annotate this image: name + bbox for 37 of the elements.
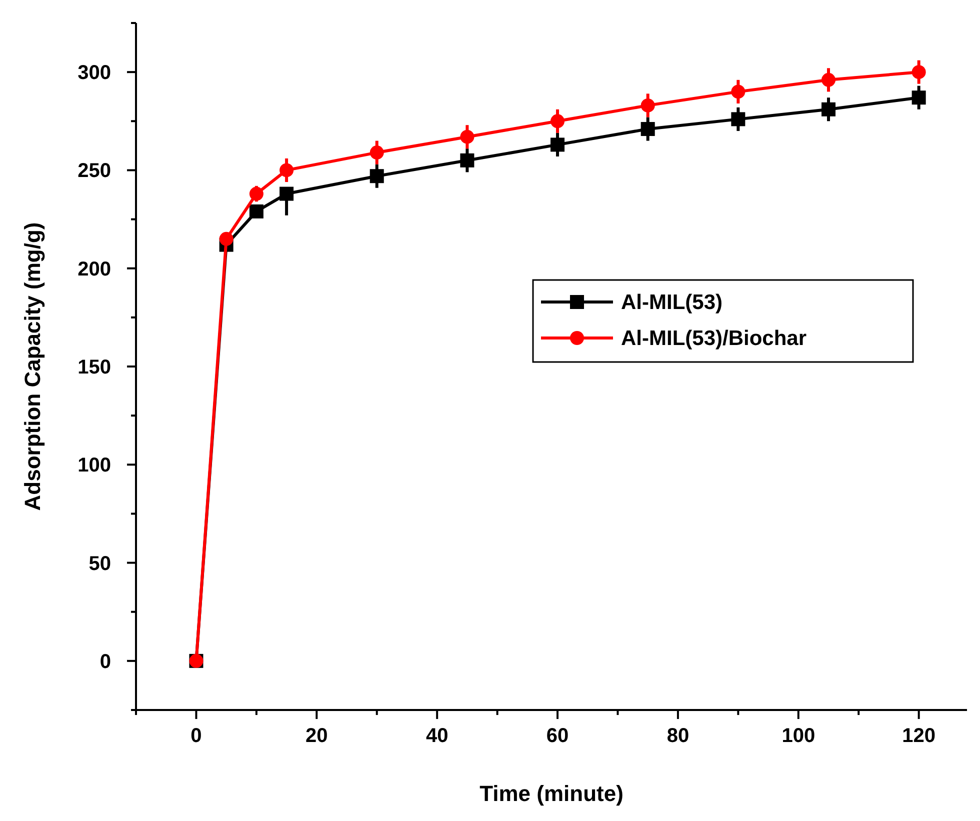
y-tick-label: 200	[78, 258, 111, 280]
point	[912, 90, 926, 105]
point	[550, 114, 565, 128]
point	[219, 232, 234, 246]
y-tick-label: 0	[100, 650, 111, 673]
point	[550, 138, 565, 152]
point	[370, 169, 384, 184]
y-tick-label: 250	[78, 160, 111, 182]
x-tick-label: 40	[426, 725, 448, 747]
x-axis-title: Time (minute)	[480, 781, 624, 806]
x-tick-label: 80	[666, 725, 690, 747]
point	[731, 84, 746, 99]
x-tick-label: 100	[782, 725, 816, 747]
legend-label: Al-MIL(53)	[621, 291, 722, 314]
point	[249, 204, 264, 218]
y-tick-label: 300	[78, 62, 111, 84]
point	[822, 72, 836, 87]
point	[822, 102, 836, 116]
point	[249, 186, 264, 201]
point	[460, 130, 474, 144]
point	[640, 98, 655, 112]
point	[912, 65, 926, 80]
legend-label: Al-MIL(53)/Biochar	[621, 327, 807, 350]
point	[731, 112, 746, 126]
x-tick-label: 120	[902, 725, 936, 747]
point	[640, 122, 655, 136]
y-tick-label: 50	[88, 552, 111, 575]
point	[460, 153, 474, 168]
x-tick-label: 60	[546, 725, 569, 747]
y-tick-label: 100	[78, 454, 111, 477]
point	[280, 163, 294, 178]
x-tick-label: 0	[190, 725, 202, 747]
y-axis-title: Adsorption Capacity (mg/g)	[20, 222, 45, 511]
point	[280, 186, 294, 201]
y-tick-label: 150	[78, 356, 111, 378]
x-tick-label: 20	[306, 725, 328, 747]
point	[370, 146, 384, 160]
